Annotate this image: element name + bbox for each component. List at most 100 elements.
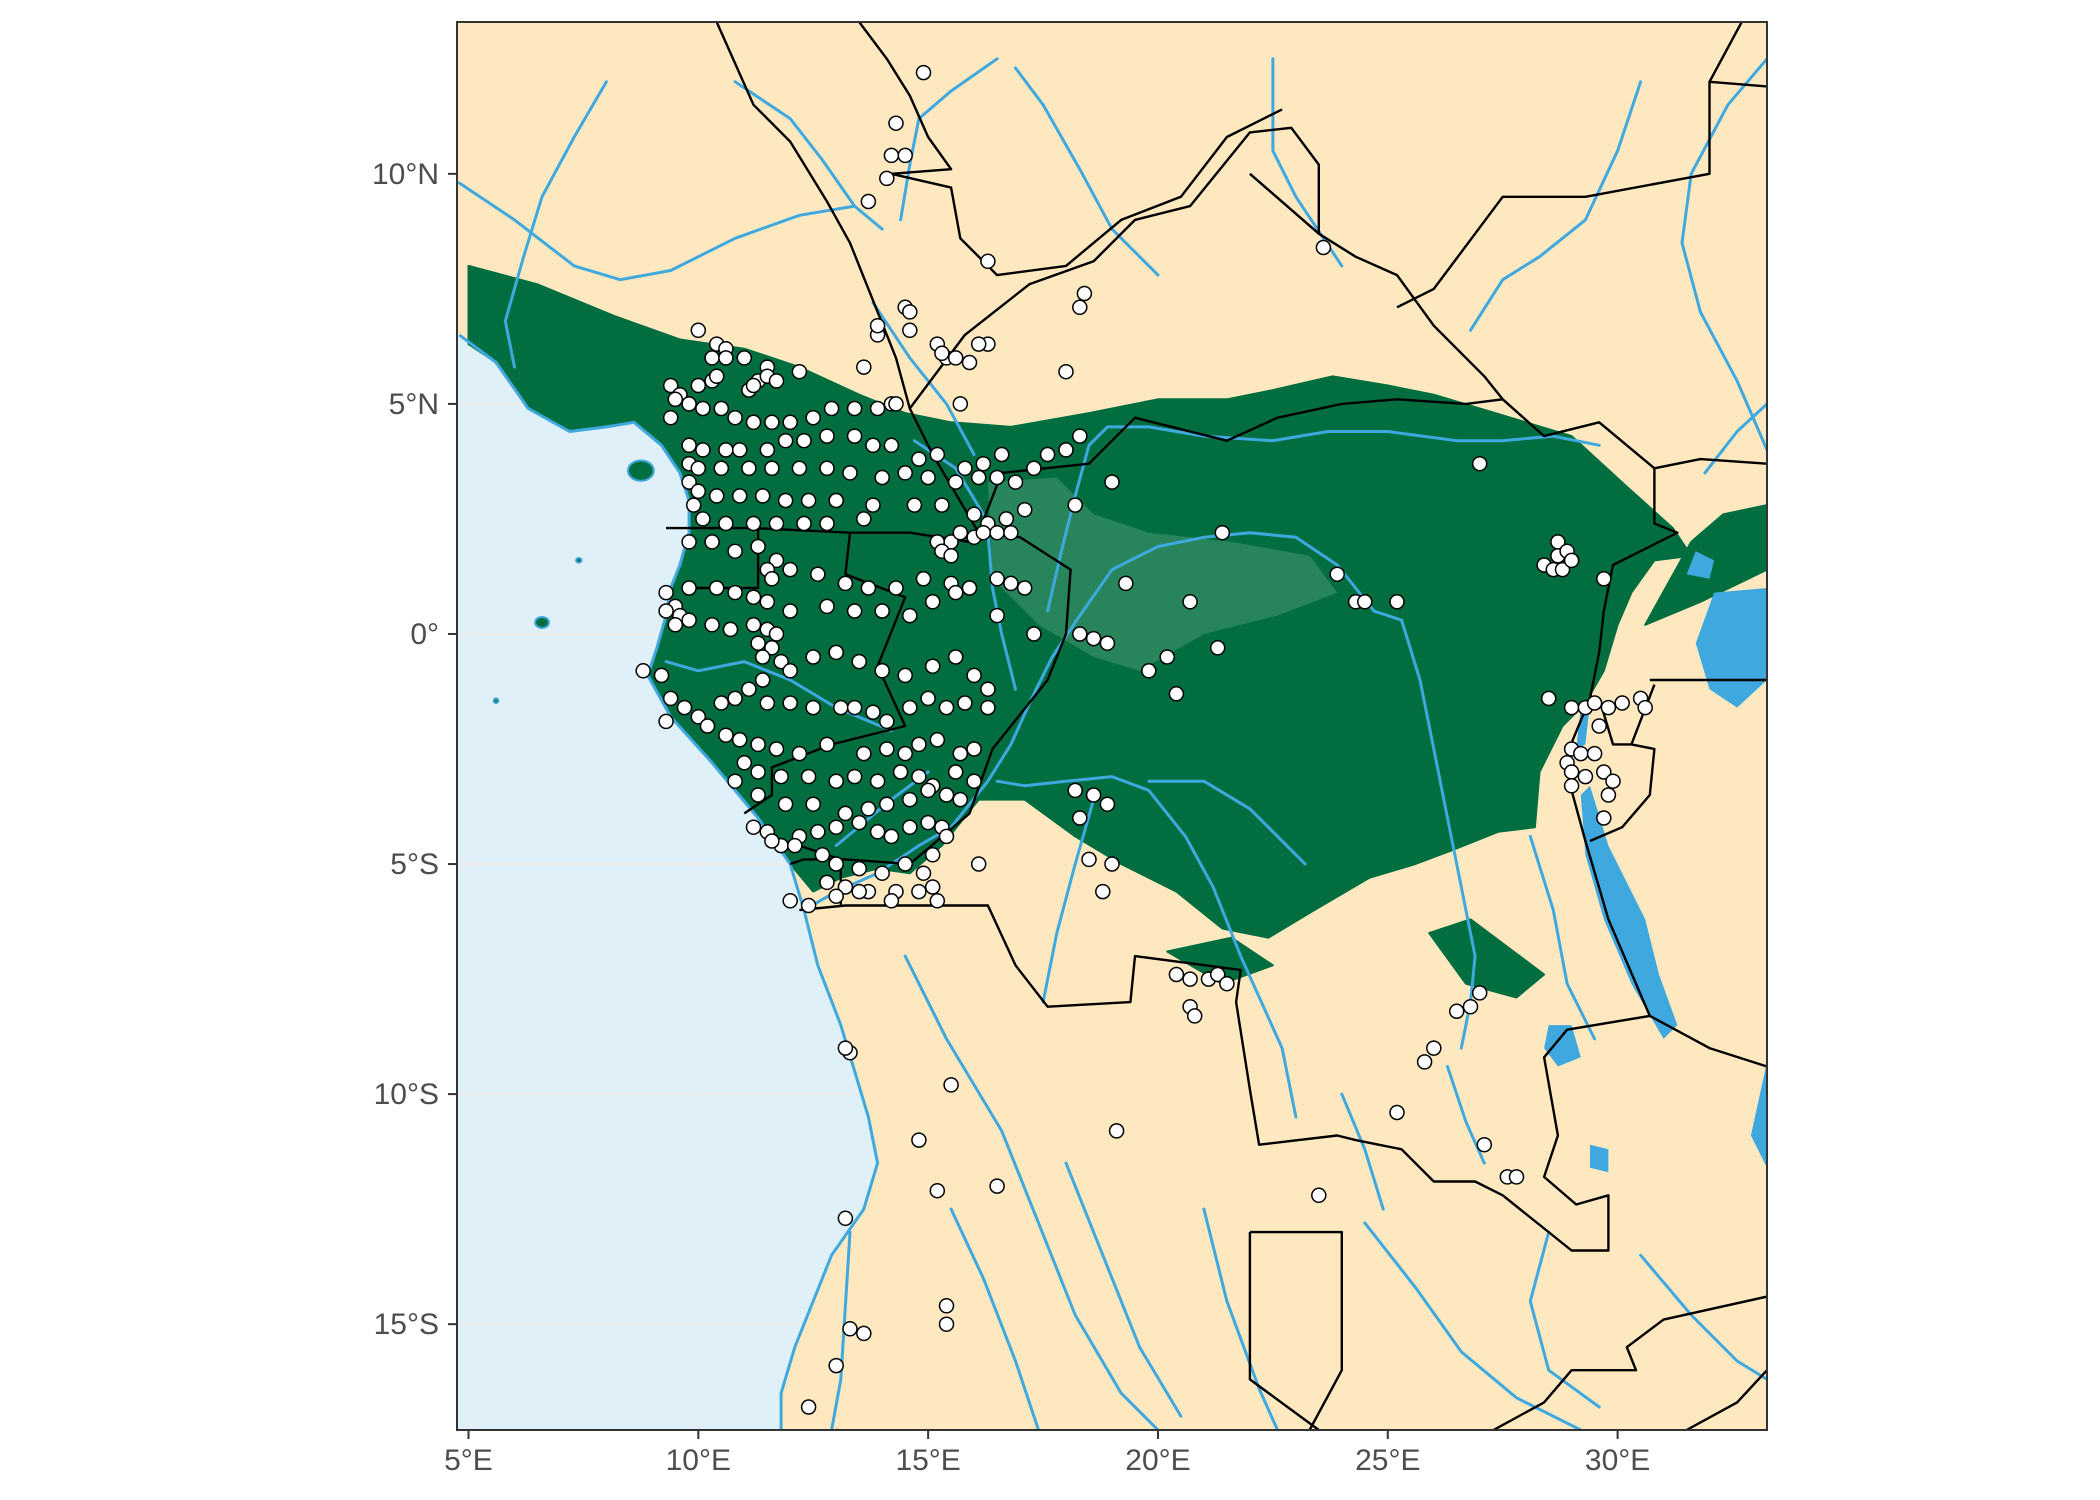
occurrence-point <box>1003 524 1019 541</box>
lake <box>1544 1025 1581 1067</box>
occurrence-point <box>764 571 780 587</box>
occurrence-point <box>1058 442 1074 458</box>
occurrence-point <box>920 690 936 707</box>
occurrence-point <box>883 893 900 909</box>
occurrence-point <box>938 699 955 716</box>
occurrence-point <box>828 888 844 904</box>
occurrence-point <box>975 455 992 472</box>
occurrence-point <box>966 506 982 523</box>
occurrence-point <box>764 460 780 477</box>
river <box>1528 1230 1601 1409</box>
occurrence-point <box>745 515 762 532</box>
occurrence-point <box>1067 497 1083 513</box>
occurrence-point <box>1118 575 1134 592</box>
occurrence-point <box>754 672 771 688</box>
occurrence-point <box>759 695 776 711</box>
occurrence-point <box>1182 594 1198 610</box>
occurrence-point <box>1476 1136 1493 1153</box>
occurrence-point <box>658 584 674 601</box>
occurrence-point <box>695 511 711 527</box>
occurrence-point <box>1182 971 1198 987</box>
occurrence-point <box>1072 428 1088 444</box>
occurrence-point <box>713 460 730 477</box>
occurrence-point <box>1540 690 1557 707</box>
occurrence-point <box>874 663 890 679</box>
occurrence-point <box>658 713 674 730</box>
occurrence-point <box>1108 1123 1125 1139</box>
occurrence-point <box>1076 285 1093 302</box>
occurrence-point <box>846 768 863 785</box>
country-border <box>715 22 980 534</box>
occurrence-point <box>773 653 789 670</box>
occurrence-point <box>1596 764 1612 780</box>
river <box>802 531 1376 912</box>
occurrence-point <box>805 409 821 426</box>
occurrence-point <box>1563 699 1580 716</box>
occurrence-point <box>1159 649 1175 665</box>
occurrence-point <box>920 469 936 486</box>
occurrence-point <box>1637 699 1653 716</box>
x-tick-label: 30°E <box>1585 1444 1650 1477</box>
occurrence-point <box>911 451 927 467</box>
occurrence-point <box>741 681 757 697</box>
occurrence-point <box>1577 768 1594 785</box>
river <box>912 439 985 516</box>
occurrence-point <box>1586 695 1603 711</box>
occurrence-point <box>851 653 867 670</box>
occurrence-point <box>865 704 881 720</box>
occurrence-point <box>1168 686 1185 702</box>
occurrence-point <box>736 350 753 366</box>
river <box>1680 57 1767 452</box>
occurrence-point <box>667 391 684 408</box>
river <box>1372 609 1477 1050</box>
occurrence-point <box>777 796 794 812</box>
occurrence-point <box>846 699 863 716</box>
occurrence-point <box>888 115 904 131</box>
y-tick-label: 15°S <box>374 1308 439 1341</box>
occurrence-point <box>750 538 766 555</box>
islands <box>492 459 655 704</box>
occurrence-point <box>842 1321 858 1337</box>
occurrence-point <box>924 594 941 610</box>
occurrence-point <box>952 524 969 541</box>
occurrence-point <box>883 828 900 845</box>
occurrence-point <box>911 1132 927 1148</box>
country-border <box>1708 22 1743 83</box>
occurrence-point <box>879 796 895 812</box>
occurrence-point <box>662 690 679 707</box>
occurrence-point <box>819 736 835 753</box>
occurrence-point <box>851 814 867 831</box>
river <box>1469 80 1643 332</box>
occurrence-point <box>727 690 743 707</box>
river <box>995 775 1298 1119</box>
occurrence-point <box>892 764 909 780</box>
river <box>903 954 1160 1430</box>
occurrence-point <box>823 400 840 417</box>
occurrence-point <box>745 589 762 605</box>
occurrence-point <box>819 874 835 891</box>
occurrence-point <box>966 667 982 684</box>
river <box>871 301 976 456</box>
country-border <box>1686 1369 1767 1430</box>
occurrence-point <box>750 736 766 753</box>
rivers <box>457 57 1767 1430</box>
lake <box>1580 785 1678 1039</box>
occurrence-point <box>782 695 798 711</box>
occurrence-point <box>819 428 835 444</box>
occurrence-point <box>883 147 900 164</box>
occurrence-point <box>828 644 844 661</box>
occurrence-point <box>1095 883 1111 900</box>
island <box>492 697 500 704</box>
y-tick-label: 0° <box>410 618 439 651</box>
island <box>575 557 583 564</box>
occurrence-point <box>934 345 950 362</box>
occurrence-point <box>897 745 913 762</box>
occurrence-point <box>966 741 982 757</box>
occurrence-point <box>800 1399 817 1415</box>
occurrence-point <box>846 428 863 444</box>
occurrence-point <box>860 801 877 817</box>
occurrence-point <box>989 607 1005 624</box>
island <box>626 459 655 482</box>
occurrence-point <box>768 626 785 642</box>
occurrence-point <box>833 699 849 716</box>
